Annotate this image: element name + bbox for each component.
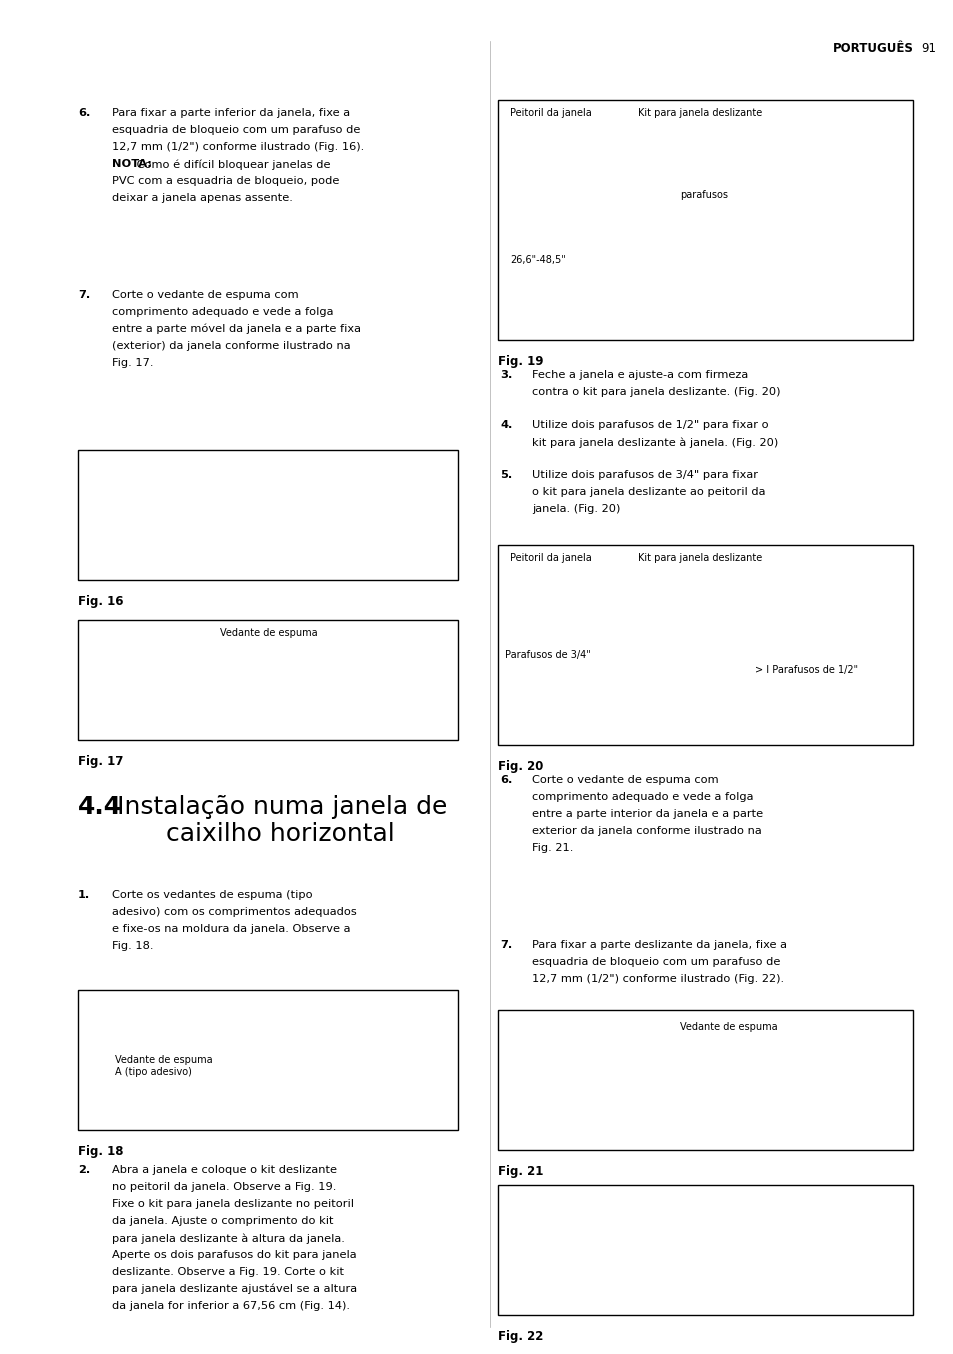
Text: > I Parafusos de 1/2": > I Parafusos de 1/2" bbox=[754, 665, 858, 676]
Text: Como é difícil bloquear janelas de: Como é difícil bloquear janelas de bbox=[133, 158, 331, 169]
Text: Utilize dois parafusos de 3/4" para fixar: Utilize dois parafusos de 3/4" para fixa… bbox=[532, 470, 758, 481]
Text: 1.: 1. bbox=[78, 890, 91, 900]
Text: e fixe-os na moldura da janela. Observe a: e fixe-os na moldura da janela. Observe … bbox=[112, 923, 350, 934]
Text: Fig. 21: Fig. 21 bbox=[497, 1164, 543, 1178]
Text: Aperte os dois parafusos do kit para janela: Aperte os dois parafusos do kit para jan… bbox=[112, 1250, 356, 1261]
Text: esquadria de bloqueio com um parafuso de: esquadria de bloqueio com um parafuso de bbox=[112, 125, 360, 135]
Text: Kit para janela deslizante: Kit para janela deslizante bbox=[638, 552, 761, 563]
Text: Fig. 20: Fig. 20 bbox=[497, 760, 543, 773]
Text: 3.: 3. bbox=[499, 370, 512, 380]
Text: Corte o vedante de espuma com: Corte o vedante de espuma com bbox=[112, 290, 298, 301]
Text: comprimento adequado e vede a folga: comprimento adequado e vede a folga bbox=[112, 307, 334, 317]
Text: NOTA:: NOTA: bbox=[112, 158, 152, 169]
Text: Utilize dois parafusos de 1/2" para fixar o: Utilize dois parafusos de 1/2" para fixa… bbox=[532, 420, 768, 431]
Text: Parafusos de 3/4": Parafusos de 3/4" bbox=[504, 650, 590, 659]
Text: (exterior) da janela conforme ilustrado na: (exterior) da janela conforme ilustrado … bbox=[112, 341, 351, 351]
Bar bbox=[497, 1185, 912, 1315]
Text: Peitoril da janela: Peitoril da janela bbox=[510, 552, 591, 563]
Text: Fig. 22: Fig. 22 bbox=[497, 1330, 543, 1343]
Text: da janela. Ajuste o comprimento do kit: da janela. Ajuste o comprimento do kit bbox=[112, 1216, 334, 1225]
Text: 5.: 5. bbox=[499, 470, 512, 481]
Text: contra o kit para janela deslizante. (Fig. 20): contra o kit para janela deslizante. (Fi… bbox=[532, 387, 780, 397]
Text: 4.: 4. bbox=[499, 420, 512, 431]
Bar bbox=[78, 990, 457, 1131]
Text: Peitoril da janela: Peitoril da janela bbox=[510, 108, 591, 118]
Text: caixilho horizontal: caixilho horizontal bbox=[166, 822, 394, 846]
Text: 4.4: 4.4 bbox=[78, 795, 122, 819]
Text: Fig. 16: Fig. 16 bbox=[78, 594, 123, 608]
Text: 6.: 6. bbox=[499, 774, 512, 785]
Text: Fig. 17: Fig. 17 bbox=[78, 756, 123, 768]
Bar bbox=[497, 546, 912, 745]
Text: Fig. 17.: Fig. 17. bbox=[112, 357, 153, 368]
Text: Feche a janela e ajuste-a com firmeza: Feche a janela e ajuste-a com firmeza bbox=[532, 370, 747, 380]
Text: Para fixar a parte inferior da janela, fixe a: Para fixar a parte inferior da janela, f… bbox=[112, 108, 350, 118]
Text: Fixe o kit para janela deslizante no peitoril: Fixe o kit para janela deslizante no pei… bbox=[112, 1200, 354, 1209]
Text: 12,7 mm (1/2") conforme ilustrado (Fig. 22).: 12,7 mm (1/2") conforme ilustrado (Fig. … bbox=[532, 974, 783, 984]
Text: kit para janela deslizante à janela. (Fig. 20): kit para janela deslizante à janela. (Fi… bbox=[532, 437, 778, 448]
Text: o kit para janela deslizante ao peitoril da: o kit para janela deslizante ao peitoril… bbox=[532, 487, 764, 497]
Text: 12,7 mm (1/2") conforme ilustrado (Fig. 16).: 12,7 mm (1/2") conforme ilustrado (Fig. … bbox=[112, 142, 364, 152]
Text: deixar a janela apenas assente.: deixar a janela apenas assente. bbox=[112, 194, 293, 203]
Text: comprimento adequado e vede a folga: comprimento adequado e vede a folga bbox=[532, 792, 753, 802]
Text: 6.: 6. bbox=[78, 108, 91, 118]
Text: para janela deslizante ajustável se a altura: para janela deslizante ajustável se a al… bbox=[112, 1284, 356, 1294]
Text: Fig. 19: Fig. 19 bbox=[497, 355, 543, 368]
Text: Vedante de espuma
A (tipo adesivo): Vedante de espuma A (tipo adesivo) bbox=[115, 1055, 213, 1076]
Text: PORTUGUÊS: PORTUGUÊS bbox=[832, 42, 913, 56]
Bar bbox=[497, 100, 912, 340]
Text: adesivo) com os comprimentos adequados: adesivo) com os comprimentos adequados bbox=[112, 907, 356, 917]
Text: 7.: 7. bbox=[499, 940, 512, 951]
Bar bbox=[78, 450, 457, 580]
Text: Fig. 21.: Fig. 21. bbox=[532, 844, 573, 853]
Text: Vedante de espuma: Vedante de espuma bbox=[679, 1022, 777, 1032]
Text: para janela deslizante à altura da janela.: para janela deslizante à altura da janel… bbox=[112, 1233, 345, 1243]
Text: esquadria de bloqueio com um parafuso de: esquadria de bloqueio com um parafuso de bbox=[532, 957, 780, 967]
Text: entre a parte móvel da janela e a parte fixa: entre a parte móvel da janela e a parte … bbox=[112, 324, 360, 334]
Text: Fig. 18.: Fig. 18. bbox=[112, 941, 153, 951]
Text: 7.: 7. bbox=[78, 290, 91, 301]
Text: parafusos: parafusos bbox=[679, 190, 727, 200]
Text: exterior da janela conforme ilustrado na: exterior da janela conforme ilustrado na bbox=[532, 826, 760, 835]
Text: Corte o vedante de espuma com: Corte o vedante de espuma com bbox=[532, 774, 718, 785]
Text: Abra a janela e coloque o kit deslizante: Abra a janela e coloque o kit deslizante bbox=[112, 1164, 336, 1175]
Text: 91: 91 bbox=[920, 42, 935, 56]
Text: deslizante. Observe a Fig. 19. Corte o kit: deslizante. Observe a Fig. 19. Corte o k… bbox=[112, 1267, 344, 1277]
Text: Instalação numa janela de: Instalação numa janela de bbox=[110, 795, 447, 819]
Text: no peitoril da janela. Observe a Fig. 19.: no peitoril da janela. Observe a Fig. 19… bbox=[112, 1182, 336, 1192]
Text: Vedante de espuma: Vedante de espuma bbox=[220, 628, 317, 638]
Text: entre a parte interior da janela e a parte: entre a parte interior da janela e a par… bbox=[532, 808, 762, 819]
Text: Corte os vedantes de espuma (tipo: Corte os vedantes de espuma (tipo bbox=[112, 890, 313, 900]
Text: Kit para janela deslizante: Kit para janela deslizante bbox=[638, 108, 761, 118]
Text: PVC com a esquadria de bloqueio, pode: PVC com a esquadria de bloqueio, pode bbox=[112, 176, 339, 185]
Text: Para fixar a parte deslizante da janela, fixe a: Para fixar a parte deslizante da janela,… bbox=[532, 940, 786, 951]
Text: da janela for inferior a 67,56 cm (Fig. 14).: da janela for inferior a 67,56 cm (Fig. … bbox=[112, 1301, 350, 1311]
Text: 2.: 2. bbox=[78, 1164, 91, 1175]
Bar bbox=[78, 620, 457, 741]
Text: Fig. 18: Fig. 18 bbox=[78, 1145, 123, 1158]
Bar bbox=[497, 1010, 912, 1150]
Text: janela. (Fig. 20): janela. (Fig. 20) bbox=[532, 504, 619, 515]
Text: 26,6"-48,5": 26,6"-48,5" bbox=[510, 255, 565, 265]
